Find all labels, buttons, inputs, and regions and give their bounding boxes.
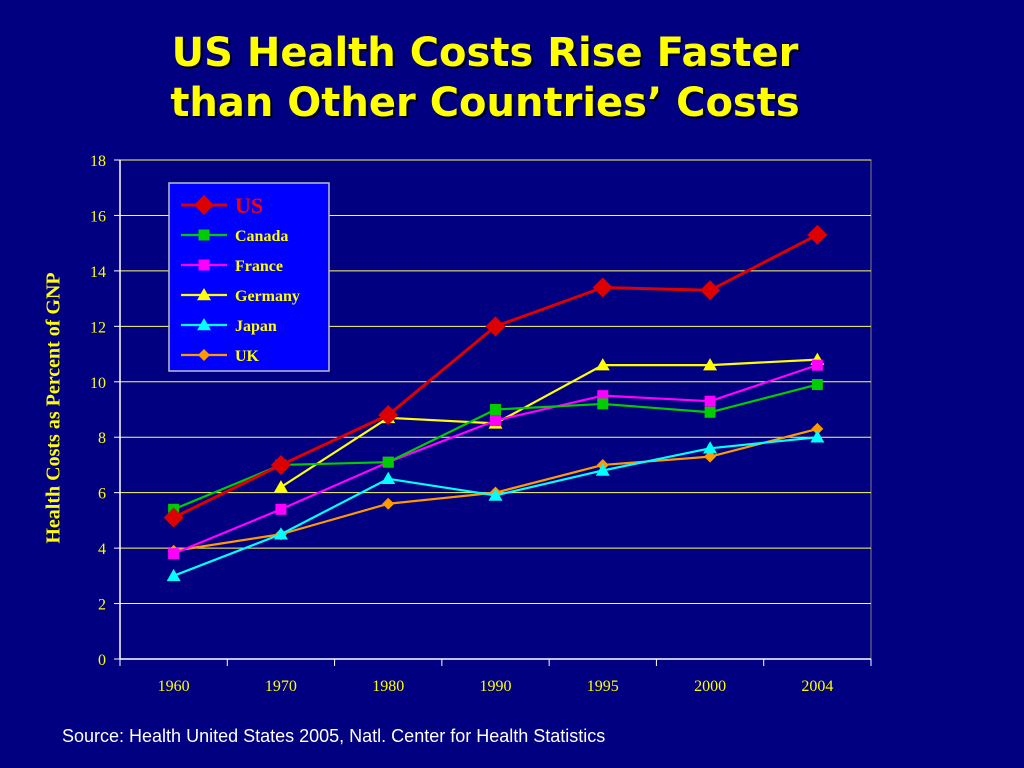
- source-note: Source: Health United States 2005, Natl.…: [62, 726, 606, 746]
- x-tick-label-2004: 2004: [801, 678, 833, 695]
- legend-item-canada: Canada: [181, 228, 288, 245]
- point-canada-2004: [811, 379, 823, 391]
- x-tick-label-2000: 2000: [694, 678, 726, 695]
- legend-item-germany: Germany: [181, 288, 300, 305]
- y-tick-label: 14: [90, 264, 106, 281]
- point-japan-2000: [703, 441, 718, 454]
- point-canada-1980: [382, 456, 394, 468]
- point-us-1970: [270, 454, 291, 475]
- y-tick-label: 16: [90, 208, 106, 225]
- point-japan-1960: [166, 568, 181, 582]
- legend-item-uk: UK: [181, 348, 260, 365]
- point-france-2000: [704, 395, 716, 407]
- x-tick-label-1970: 1970: [265, 678, 297, 695]
- point-us-1980: [378, 405, 399, 426]
- slide-title: US Health Costs Rise Faster than Other C…: [0, 28, 970, 128]
- legend-label-france: France: [235, 258, 283, 275]
- legend-marker-france: [198, 259, 210, 271]
- point-us-1990: [485, 316, 506, 337]
- point-uk-2004: [811, 422, 824, 435]
- point-japan-1970: [273, 527, 288, 540]
- point-us-2004: [807, 224, 828, 245]
- legend-marker-uk: [198, 349, 210, 361]
- point-uk-2000: [704, 450, 717, 463]
- legend-item-us: US: [181, 193, 263, 218]
- point-germany-1970: [273, 480, 288, 493]
- series-lines: [163, 224, 828, 582]
- point-canada-1990: [490, 404, 501, 415]
- point-us-1960: [163, 507, 184, 528]
- legend-label-germany: Germany: [235, 288, 300, 305]
- legend-box: [168, 182, 330, 372]
- legend-item-japan: Japan: [181, 318, 277, 335]
- y-tick-label: 6: [98, 486, 106, 503]
- point-japan-2004: [810, 430, 825, 443]
- point-uk-1980: [382, 497, 395, 510]
- title-line-2: than Other Countries’ Costs: [170, 80, 800, 126]
- point-germany-2000: [703, 358, 718, 371]
- x-tick-label-1980: 1980: [372, 678, 404, 695]
- x-tick-label-1990: 1990: [480, 678, 512, 695]
- point-japan-1980: [381, 471, 396, 485]
- legend-label-japan: Japan: [235, 318, 277, 335]
- y-tick-label: 8: [98, 430, 106, 447]
- series-japan: [166, 430, 825, 582]
- point-us-1995: [592, 277, 613, 298]
- y-tick-label: 12: [90, 319, 106, 336]
- legend: US Canada France Germany Japan UK: [168, 182, 330, 372]
- point-japan-1990: [488, 488, 503, 501]
- y-tick-label: 18: [90, 153, 106, 170]
- y-tick-label: 0: [98, 652, 106, 669]
- point-france-1960: [168, 548, 180, 560]
- legend-label-uk: UK: [235, 348, 260, 365]
- point-france-1970: [275, 503, 287, 515]
- y-tick-label: 4: [98, 541, 106, 558]
- axes: 0 2 4 6 8 10 12 14 16 18 1960 1970 1980 1990 1995 2000 2…: [90, 153, 872, 695]
- legend-label-canada: Canada: [235, 228, 288, 245]
- legend-marker-us: [194, 195, 214, 215]
- point-japan-1995: [595, 463, 610, 476]
- title-line-1: US Health Costs Rise Faster: [171, 30, 799, 76]
- y-tick-label: 2: [98, 597, 106, 614]
- legend-label-us: US: [235, 193, 263, 218]
- point-france-1990: [490, 415, 501, 427]
- point-france-2004: [811, 359, 823, 371]
- point-france-1995: [597, 390, 609, 402]
- legend-item-france: France: [181, 258, 283, 275]
- point-germany-1995: [595, 358, 610, 371]
- series-us: [163, 224, 828, 528]
- legend-marker-japan: [197, 318, 211, 331]
- legend-marker-germany: [197, 288, 211, 301]
- x-tick-label-1960: 1960: [158, 678, 190, 695]
- series-line-germany: [280, 358, 818, 489]
- point-canada-2000: [704, 406, 716, 418]
- point-us-2000: [700, 280, 721, 301]
- y-tick-label: 10: [90, 375, 106, 392]
- x-tick-label-1995: 1995: [587, 678, 619, 695]
- point-canada-1995: [597, 398, 609, 410]
- legend-marker-canada: [198, 229, 210, 241]
